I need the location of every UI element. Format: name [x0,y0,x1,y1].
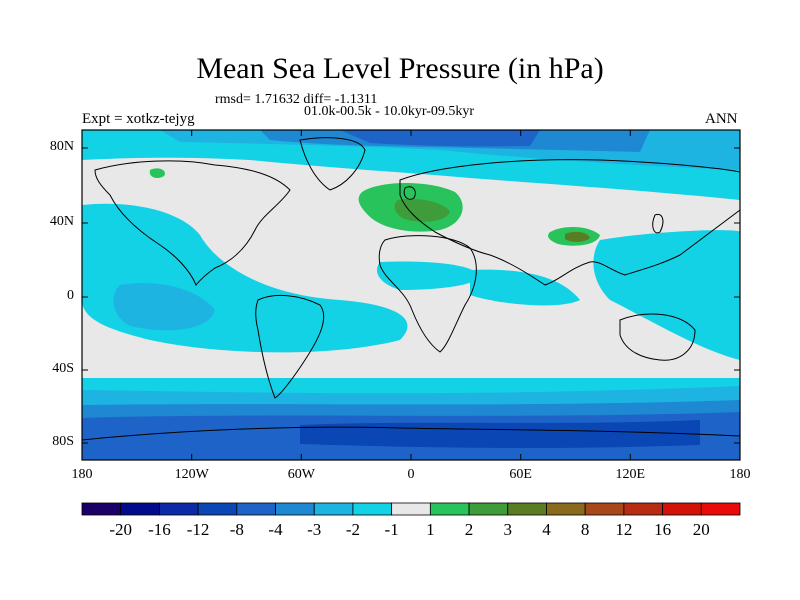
antarctica-coast [82,426,740,441]
colorbar-label: 16 [654,520,672,539]
colorbar-swatch [391,502,431,516]
lon-label: 120W [174,467,209,482]
tibet-plus4 [565,231,590,242]
lat-label: 0 [67,288,74,303]
colorbar-label: 4 [542,520,551,539]
colorbar-swatch [236,502,276,516]
colorbar-label: -2 [345,520,361,539]
colorbar-swatch [159,502,199,516]
colorbar-label: -3 [307,520,322,539]
colorbar-swatch [429,502,470,516]
colorbar-swatch [507,502,547,516]
west-pacific-minus1 [593,230,740,360]
australia-coast [619,313,696,361]
lon-label: 0 [407,467,415,482]
eurasia-coast [399,159,740,286]
colorbar-swatch [352,502,393,516]
britain-coast [403,186,416,200]
colorbar-label: -20 [109,520,133,539]
time-period-label: 01.0k-00.5k - 10.0kyr-09.5kyr [304,104,475,119]
north-america-coast [94,160,291,286]
lon-label: 120E [615,467,646,482]
colorbar-swatch [468,502,509,516]
lon-label: 180 [71,467,93,482]
colorbar-swatch [700,502,741,516]
experiment-label: Expt = xotkz-tejyg [82,111,195,127]
colorbar-label: -12 [186,520,210,539]
antarctic-minus8 [300,420,700,448]
lon-label: 60W [287,467,315,482]
colorbar-label: -8 [229,520,244,539]
colorbar-swatch [623,502,663,516]
lat-label: 40N [49,214,74,229]
colorbar-swatch [546,502,586,516]
colorbar-swatch [584,502,625,516]
indian-ocean-minus1 [470,269,580,306]
colorbar-label: -4 [268,520,283,539]
south-atlantic-minus1 [376,261,480,290]
colorbar-label: 20 [692,520,710,539]
colorbar [81,502,741,516]
colorbar-label: 8 [580,520,590,539]
colorbar-swatch [197,502,238,516]
colorbar-label: 3 [503,520,513,539]
africa-coast [378,235,477,353]
rmsd-diff-stats: rmsd= 1.71632 diff= -1.1311 [215,92,378,107]
lon-label: 180 [729,467,751,482]
japan-coast [652,213,664,234]
colorbar-swatch [313,502,354,516]
lat-label: 80N [49,139,74,154]
colorbar-swatch [81,502,122,516]
coastlines [82,137,740,441]
colorbar-label: -16 [148,520,171,539]
pressure-anomaly-field [82,130,740,460]
arctic-canada-plus2 [149,168,165,178]
colorbar-label: 2 [464,520,474,539]
colorbar-swatch [120,502,160,516]
lon-label: 60E [509,467,532,482]
greenland-coast [299,137,366,191]
colorbar-label: 1 [426,520,435,539]
colorbar-swatch [275,502,315,516]
lat-label: 40S [52,361,74,376]
colorbar-label: 12 [615,520,633,539]
arctic-minus4 [340,130,540,147]
south-america-coast [255,295,325,399]
lat-label: 80S [52,434,74,449]
plot-title: Mean Sea Level Pressure (in hPa) [196,52,604,85]
europe-plus3 [394,198,450,222]
colorbar-label: -1 [384,520,399,539]
season-label: ANN [705,111,738,127]
axis-ticks [81,130,741,460]
east-pacific-minus2 [113,282,215,331]
colorbar-swatch [662,502,702,516]
